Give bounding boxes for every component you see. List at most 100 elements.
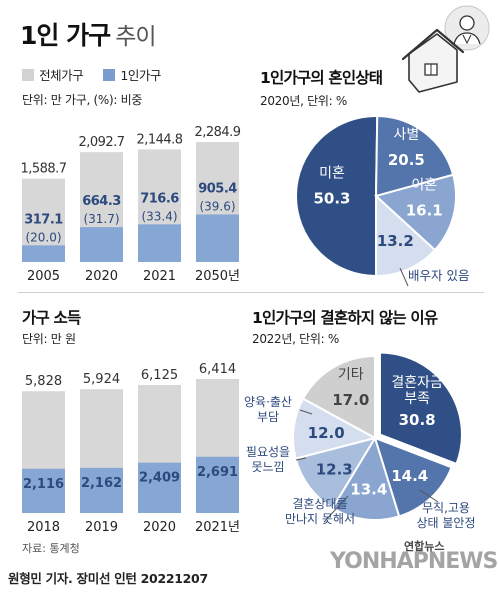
title-bold: 1인 가구 [20, 21, 111, 50]
legend: 전체가구 1인가구 [22, 64, 161, 84]
house-person-icon [401, 5, 490, 93]
legend-label-total: 전체가구 [39, 68, 84, 83]
income-bar-single [138, 462, 181, 513]
reasons-slice [331, 435, 401, 521]
legend-swatch-total [22, 68, 34, 81]
households-label-total: 2,092.7 [78, 135, 124, 150]
households-label-share: (33.4) [141, 209, 177, 223]
households-bar-single [196, 214, 239, 262]
income-label-total: 6,125 [141, 368, 178, 383]
income-label-total: 5,924 [83, 372, 120, 387]
income-label-single: 2,691 [197, 465, 238, 480]
households-label-share: (39.6) [199, 199, 235, 213]
households-bar-single [138, 224, 181, 262]
households-bar-single [80, 227, 123, 262]
marital-slice-label: 미혼 [319, 166, 345, 182]
reasons-slice-label: 결혼자금 [391, 375, 443, 391]
reasons-slice-value: 30.8 [399, 411, 436, 429]
income-tick-label: 2018 [27, 520, 60, 535]
reasons-callout-needed-label: 못느낌 [251, 460, 284, 474]
income-label-single: 2,116 [23, 477, 64, 492]
reasons-callout-needed-label: 필요성을 [246, 445, 290, 459]
households-label-share: (31.7) [83, 212, 119, 226]
marital-unit: 2020년, 단위: % [260, 94, 347, 108]
marital-slice [375, 193, 437, 278]
reasons-callout-unstable-label: 상태 불안정 [416, 516, 475, 530]
reasons-unit: 2022년, 단위: % [252, 332, 339, 346]
reasons-callout-childcare-label: 양육·출산 [244, 395, 292, 409]
source-note: 자료: 통계청 [22, 542, 80, 555]
marital-slice-value: 50.3 [313, 190, 350, 208]
income-bar-single [22, 468, 65, 513]
households-label-single: 716.6 [140, 191, 179, 206]
income-label-single: 2,162 [81, 476, 122, 491]
income-bar-chart: 5,828 2,116 2018 5,924 2,162 2019 6,125 2,409 20… [22, 362, 240, 535]
reasons-slice [301, 354, 376, 440]
income-tick-label: 2020 [143, 520, 176, 535]
households-label-total: 2,284.9 [194, 125, 240, 140]
income-bar-single [196, 456, 239, 513]
yonhap-watermark: YONHAPNEWS [330, 549, 498, 574]
households-label-single: 317.1 [24, 212, 63, 227]
households-tick-label: 2020 [85, 269, 118, 284]
income-tick-label: 2019 [85, 520, 118, 535]
reasons-slice [292, 397, 378, 460]
income-bar-single [80, 467, 123, 513]
households-tick-label: 2050년 [195, 269, 240, 284]
reasons-callout-needed-line [295, 457, 307, 461]
reasons-callout-childcare-label: 부담 [257, 410, 279, 424]
reasons-slice-value: 17.0 [332, 391, 369, 409]
reasons-slice-value: 12.3 [316, 460, 353, 478]
page-title: 1인 가구 추이 [20, 16, 157, 52]
reasons-callout-partner-label: 만나지 못해서 [285, 512, 355, 526]
reasons-slice-value: 14.4 [391, 467, 428, 485]
reasons-callout-unstable-line [419, 489, 439, 503]
households-bar-chart: 1,588.7 317.1 (20.0) 2005 2,092.7 664.3 (31.7)… [20, 125, 241, 284]
section-divider [18, 292, 484, 293]
households-label-share: (20.0) [25, 230, 61, 244]
yonhap-logo-text: 연합뉴스 [404, 540, 445, 553]
marital-callout-label: 배우자 있음 [408, 268, 469, 283]
households-label-single: 905.4 [198, 181, 237, 196]
income-label-single: 2,409 [139, 471, 180, 486]
reasons-callout-partner-line [323, 495, 349, 523]
reasons-callout-partner-label: 결혼상대를 [292, 497, 347, 511]
marital-pie-chart: 미혼 50.3 사별 20.5 이혼 16.1 13.2 배우자 있음 [295, 114, 469, 287]
reasons-slice-value: 12.0 [308, 424, 345, 442]
reasons-slice-value: 13.4 [350, 480, 387, 498]
marital-slice-value: 13.2 [377, 232, 414, 250]
reasons-callout-childcare-line [299, 409, 313, 415]
households-tick-label: 2021 [143, 269, 176, 284]
marital-callout-line [399, 267, 409, 287]
marital-slice-value: 16.1 [406, 202, 443, 220]
reasons-slice-label: 부족 [404, 391, 430, 407]
marital-slice [373, 173, 457, 252]
households-tick-label: 2005 [27, 269, 60, 284]
reasons-slice-label: 기타 [338, 367, 364, 383]
legend-swatch-single [103, 68, 116, 81]
marital-slice-value: 20.5 [388, 151, 425, 169]
households-label-single: 664.3 [82, 194, 121, 209]
reasons-title: 1인가구의 결혼하지 않는 이유 [252, 309, 438, 327]
title-light: 추이 [115, 24, 156, 50]
credit-line: 원형민 기자. 장미선 인턴 20221207 [8, 571, 208, 586]
income-label-total: 5,828 [25, 374, 62, 389]
households-bar-single [22, 245, 65, 262]
income-tick-label: 2021년 [195, 520, 240, 535]
reasons-slice [378, 351, 463, 466]
households-label-total: 2,144.8 [136, 132, 182, 147]
marital-slice-label: 이혼 [411, 178, 437, 194]
households-unit: 단위: 만 가구, (%): 비중 [22, 93, 143, 107]
legend-label-single: 1인가구 [120, 68, 161, 83]
income-unit: 단위: 만 원 [22, 332, 76, 346]
marital-slice [374, 114, 455, 198]
income-title: 가구 소득 [22, 309, 81, 327]
households-label-total: 1,588.7 [20, 162, 66, 177]
marital-slice [295, 115, 379, 278]
reasons-callout-unstable-label: 무직,고용 [422, 501, 470, 515]
marital-slice-label: 사별 [393, 127, 419, 143]
income-label-total: 6,414 [199, 362, 236, 377]
marital-title: 1인가구의 혼인상태 [260, 69, 383, 87]
